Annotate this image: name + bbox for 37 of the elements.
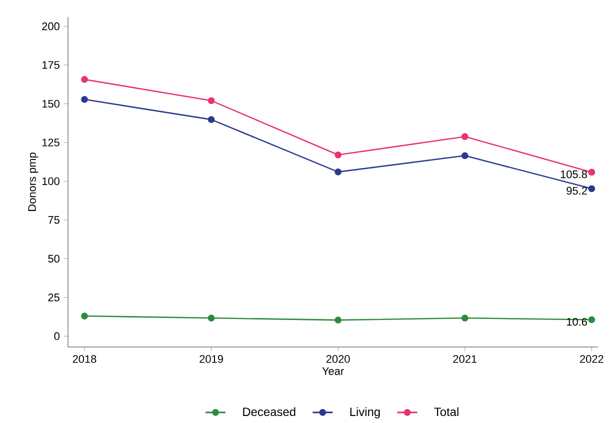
y-tick-label: 150 bbox=[42, 100, 60, 108]
point bbox=[588, 185, 596, 192]
legend-label: Living bbox=[350, 407, 380, 418]
x-tick-label: 2022 bbox=[580, 355, 604, 363]
data-label: 105.8 bbox=[560, 170, 587, 178]
data-label: 95.2 bbox=[566, 186, 587, 195]
x-tick-label: 2019 bbox=[200, 355, 223, 363]
point bbox=[334, 151, 342, 158]
point bbox=[461, 152, 468, 160]
legend-label: Total bbox=[434, 407, 458, 416]
y-tick-label: 0 bbox=[54, 332, 60, 340]
y-tick-label: 75 bbox=[48, 216, 60, 224]
y-tick-label: 125 bbox=[42, 138, 60, 146]
y-tick-label: 175 bbox=[42, 61, 60, 69]
point bbox=[334, 316, 342, 324]
point bbox=[461, 314, 468, 322]
y-tick-label: 25 bbox=[48, 294, 60, 302]
y-tick-label: 50 bbox=[48, 254, 60, 263]
point bbox=[208, 97, 215, 104]
y-axis-title: Donors pmp bbox=[28, 152, 38, 211]
point bbox=[588, 168, 596, 176]
y-tick-label: 100 bbox=[42, 177, 60, 186]
x-axis-title: Year bbox=[322, 367, 344, 376]
point bbox=[461, 133, 468, 140]
legend-label: Deceased bbox=[243, 407, 296, 416]
data-label: 10.6 bbox=[566, 318, 587, 326]
y-tick-label: 200 bbox=[42, 22, 60, 30]
point bbox=[208, 314, 215, 322]
point bbox=[81, 312, 88, 320]
point bbox=[81, 76, 88, 83]
point bbox=[81, 96, 88, 103]
point bbox=[588, 316, 596, 324]
point bbox=[334, 168, 342, 176]
x-tick-label: 2020 bbox=[326, 355, 350, 363]
x-tick-label: 2021 bbox=[453, 355, 477, 363]
point bbox=[208, 116, 215, 123]
x-tick-label: 2018 bbox=[72, 355, 96, 363]
